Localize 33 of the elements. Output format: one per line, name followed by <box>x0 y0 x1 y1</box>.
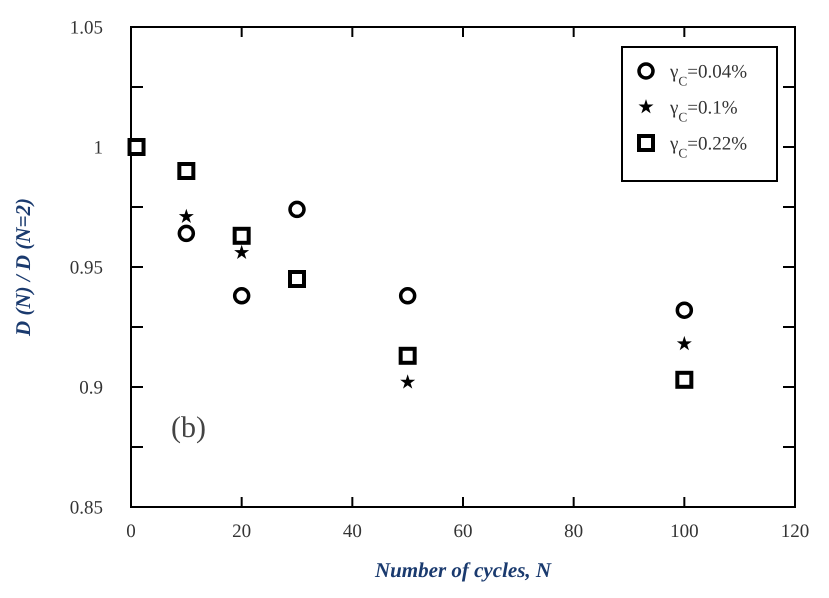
point <box>675 370 694 389</box>
point <box>234 244 250 259</box>
x-tick-label: 0 <box>126 521 136 542</box>
point <box>676 301 694 319</box>
x-tick-label: 100 <box>670 521 699 542</box>
point <box>398 346 417 365</box>
y-tick-label: 0.85 <box>70 498 103 519</box>
x-tick-label: 60 <box>454 521 472 542</box>
point <box>178 208 194 223</box>
y-axis-title: D (N) / D (N=2) <box>11 198 35 337</box>
x-tick-label: 120 <box>780 521 810 542</box>
point <box>177 162 196 180</box>
y-tick-label: 1 <box>94 138 103 159</box>
point <box>400 374 416 389</box>
x-axis-title: Number of cycles, N <box>374 558 552 582</box>
annotation: (b) <box>171 411 206 444</box>
x-tick-label: 20 <box>232 521 252 542</box>
legend-label: γ$_{C}$=0.04% <box>669 62 748 88</box>
y-tick-label: 0.9 <box>79 378 103 399</box>
point <box>178 224 196 242</box>
point <box>288 270 306 288</box>
point <box>288 200 306 218</box>
point <box>232 287 250 305</box>
point <box>128 138 146 156</box>
y-tick-label: 1.05 <box>70 18 103 39</box>
point <box>676 336 692 350</box>
point <box>398 287 416 305</box>
legend-label: γ$_{C}$=0.22% <box>669 134 748 160</box>
legend-label: γ$_{C}$=0.1% <box>669 98 738 124</box>
y-tick-label: 0.95 <box>70 258 103 279</box>
point <box>232 226 251 245</box>
x-tick-label: 40 <box>342 521 362 542</box>
x-tick-label: 80 <box>564 521 584 542</box>
